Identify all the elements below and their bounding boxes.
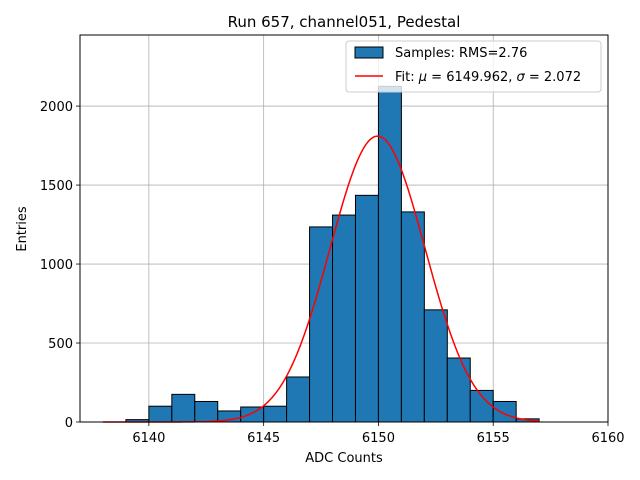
x-tick-label: 6140 [132,431,165,446]
legend-box [345,40,602,93]
histogram-bar [171,393,196,423]
y-axis-label: Entries [15,206,30,252]
legend: Samples: RMS=2.76 Fit: μ = 6149.962, σ =… [345,40,602,93]
legend-histogram-label: Samples: RMS=2.76 [395,46,527,61]
histogram-bars [125,85,540,423]
x-tick-label: 6160 [591,431,624,446]
legend-histogram-swatch [354,46,384,59]
histogram-bar [354,194,379,423]
histogram-bar [423,309,448,423]
plot-frame [79,34,609,423]
y-tick-label: 1500 [40,179,73,194]
histogram-bar [309,226,334,423]
histogram-bar [492,400,517,423]
legend-fit-label: Fit: μ = 6149.962, σ = 2.072 [395,70,581,85]
x-axis-label: ADC Counts [305,451,383,466]
x-tick-label: 6150 [362,431,395,446]
y-tick-label: 1000 [40,258,73,273]
histogram-bar [446,357,471,423]
x-axis-ticks: 6140 6145 6150 6155 6160 [132,422,625,446]
histogram-bar [194,400,219,423]
x-tick-label: 6145 [247,431,280,446]
y-tick-label: 500 [48,337,73,352]
histogram-bar [400,211,425,423]
histogram-bar [332,214,356,423]
y-axis-ticks: 0 500 1000 1500 2000 [40,100,80,431]
y-tick-label: 0 [65,416,73,431]
y-tick-label: 2000 [40,100,73,115]
x-tick-label: 6155 [477,431,510,446]
histogram-bar [263,405,288,423]
histogram-bar [286,376,311,423]
histogram-bar [148,405,173,423]
chart-title: Run 657, channel051, Pedestal [228,13,461,31]
